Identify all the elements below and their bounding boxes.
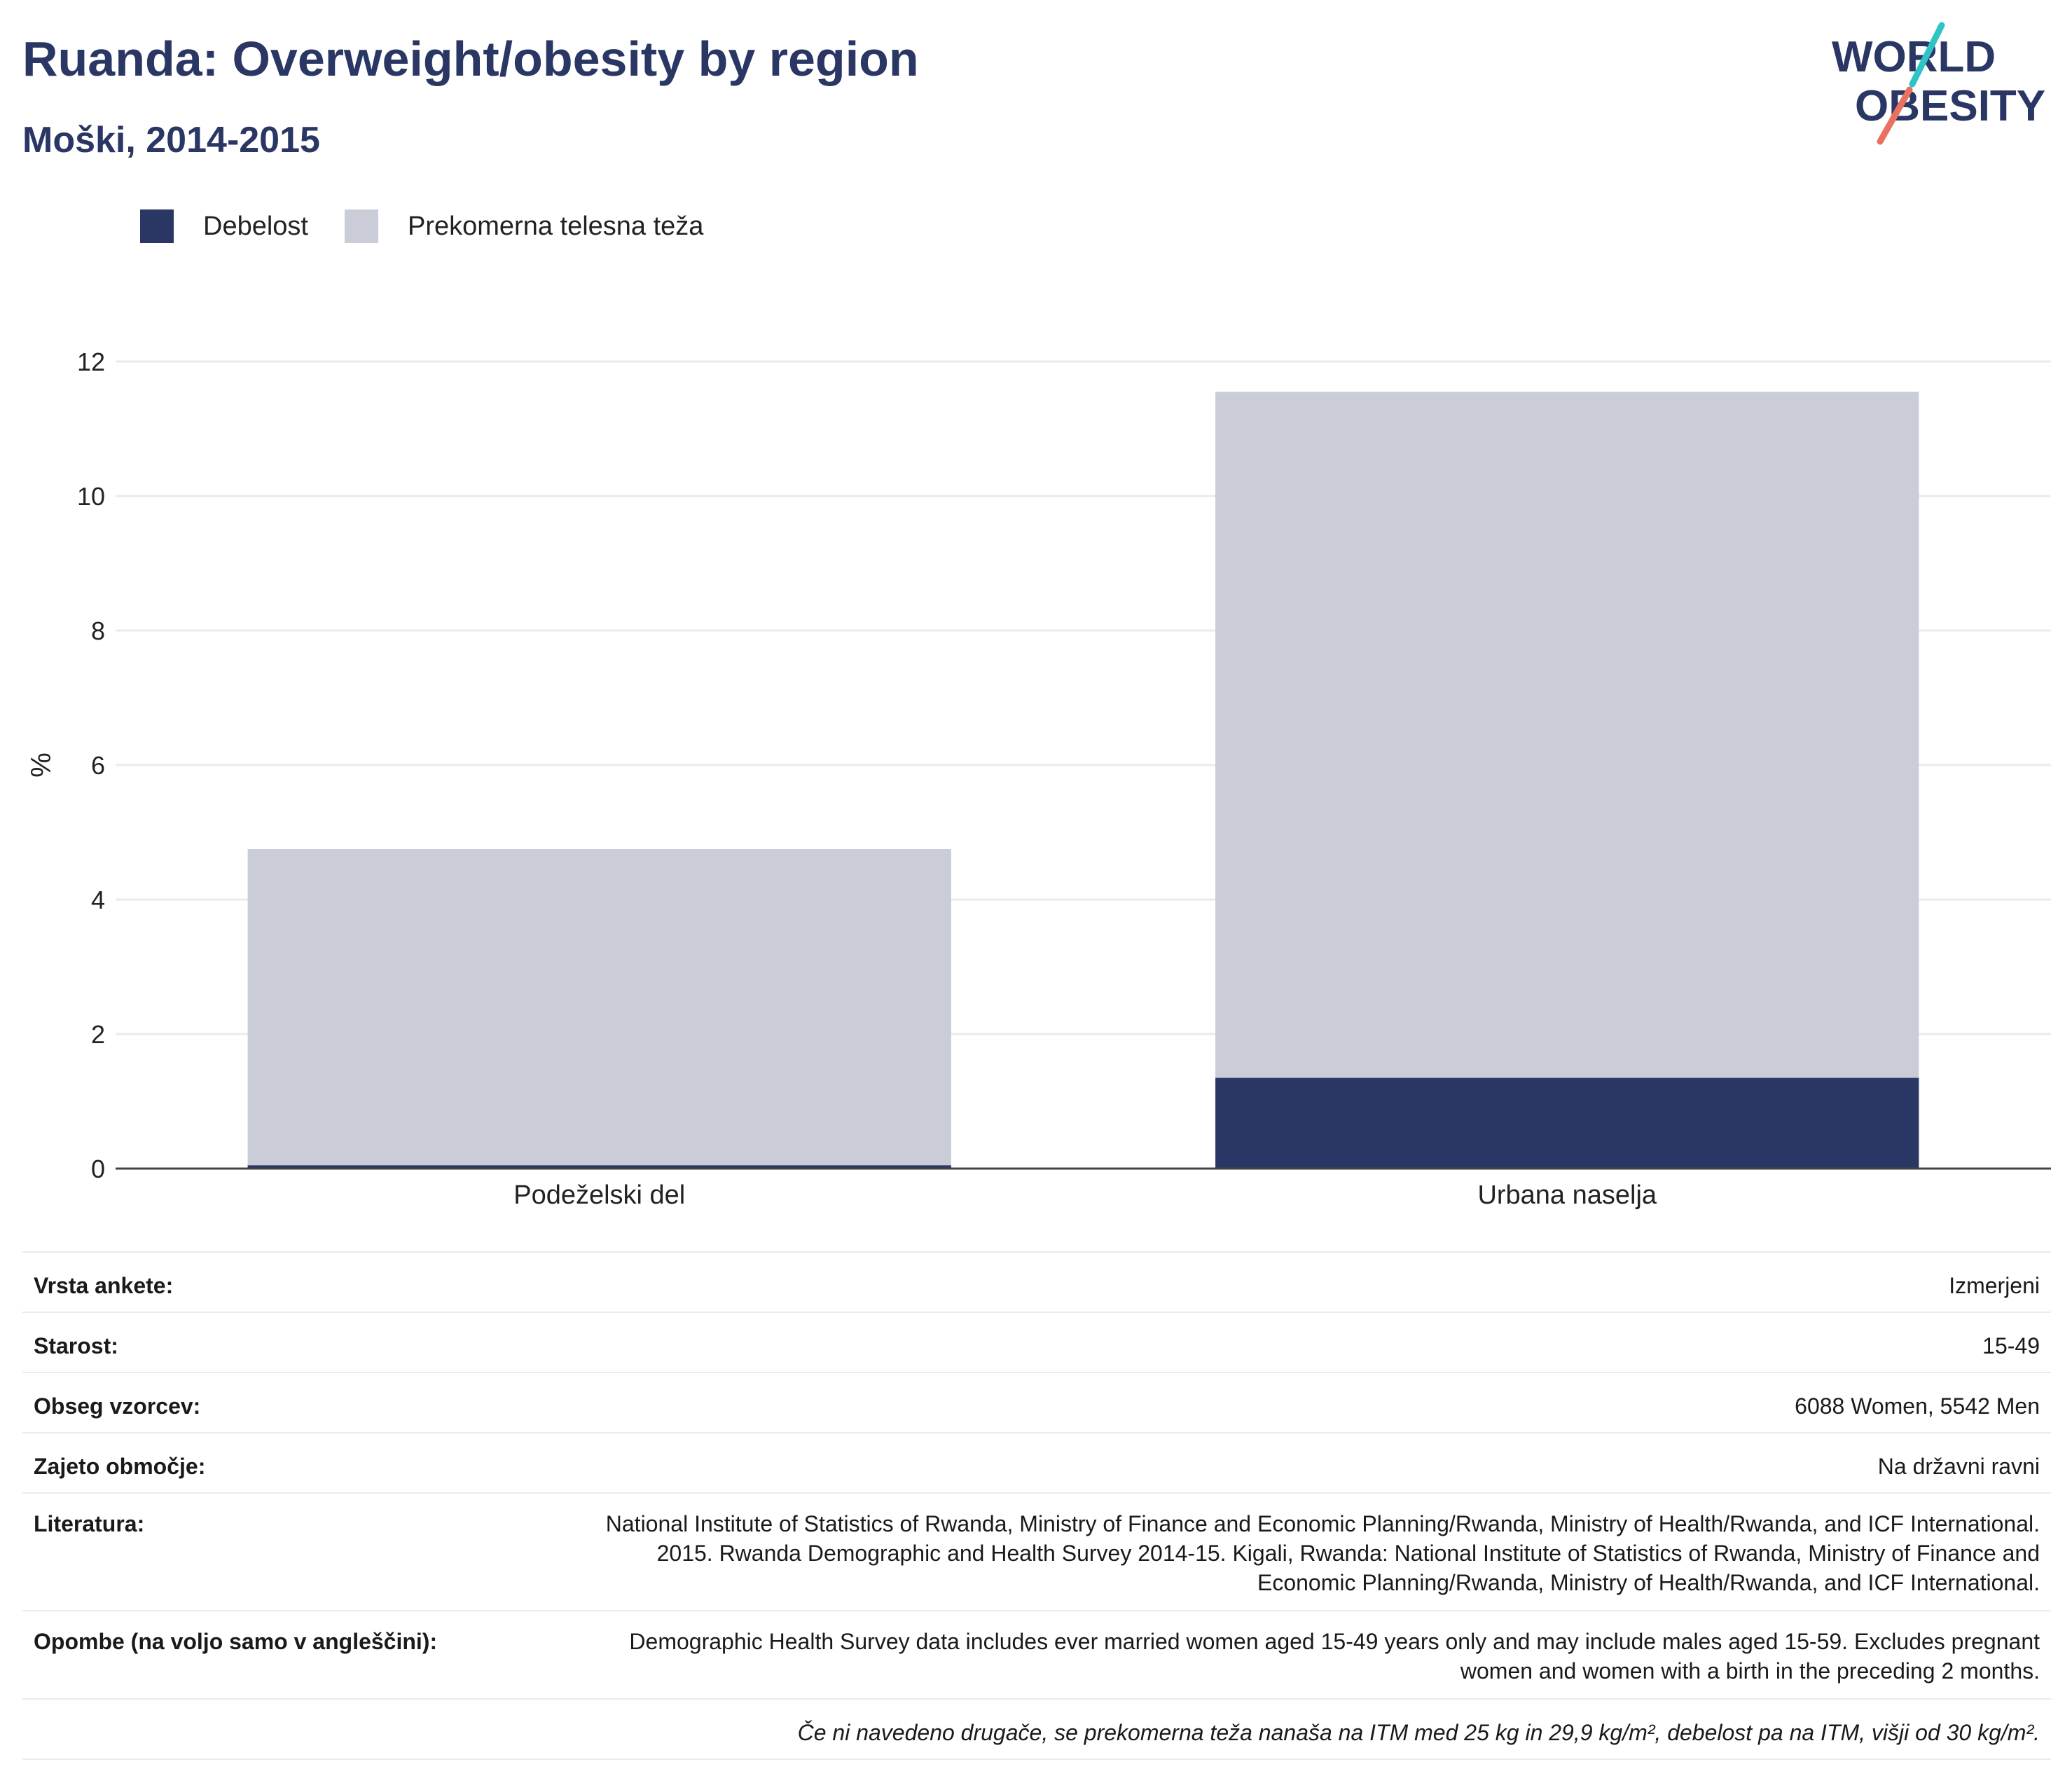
- y-axis-label: %: [26, 752, 57, 778]
- world-obesity-logo: WORLD OBESITY: [1832, 22, 2045, 145]
- chart-legend: Debelost Prekomerna telesna teža: [140, 209, 740, 244]
- logo-word-obesity: OBESITY: [1855, 82, 2045, 130]
- info-value: National Institute of Statistics of Rwan…: [577, 1492, 2051, 1611]
- bar-segment[interactable]: [1215, 1078, 1919, 1169]
- y-tick-label: 6: [91, 751, 105, 780]
- info-row-area-covered: Zajeto območje: Na državni ravni: [22, 1432, 2051, 1493]
- legend-swatch-obesity: [140, 209, 174, 243]
- bar-segment[interactable]: [247, 1165, 951, 1169]
- y-tick-label: 0: [91, 1155, 105, 1183]
- info-row-sample-size: Obseg vzorcev: 6088 Women, 5542 Men: [22, 1372, 2051, 1433]
- y-tick-label: 10: [77, 482, 105, 511]
- y-tick-label: 2: [91, 1020, 105, 1049]
- logo-slash-coral: [1877, 86, 1913, 145]
- y-tick-label: 8: [91, 617, 105, 645]
- info-row-age: Starost: 15-49: [22, 1312, 2051, 1372]
- page-title: Ruanda: Overweight/obesity by region: [22, 32, 919, 86]
- logo-slash-teal: [1909, 22, 1945, 88]
- info-row-notes: Opombe (na voljo samo v angleščini): Dem…: [22, 1610, 2051, 1699]
- bar-chart: 0 2 4 6 8 10 12% Podeželski del Urbana naselja: [26, 347, 2051, 1210]
- logo-word-world: WORLD: [1832, 33, 1996, 81]
- info-value: 6088 Women, 5542 Men: [577, 1372, 2051, 1433]
- legend-swatch-overweight: [344, 209, 378, 243]
- y-tick-label: 4: [91, 886, 105, 914]
- bar-segment[interactable]: [1215, 392, 1919, 1078]
- page-subtitle: Moški, 2014-2015: [22, 120, 320, 160]
- info-value: Demographic Health Survey data includes …: [577, 1610, 2051, 1699]
- info-value: Izmerjeni: [577, 1251, 2051, 1312]
- info-value: Na državni ravni: [577, 1432, 2051, 1493]
- bars: [247, 392, 1919, 1169]
- legend-item-obesity[interactable]: Debelost: [140, 209, 308, 243]
- legend-label-obesity: Debelost: [203, 211, 308, 241]
- x-tick-label: Podeželski del: [513, 1180, 685, 1210]
- info-label: Zajeto območje:: [22, 1432, 577, 1493]
- info-label: Vrsta ankete:: [22, 1251, 577, 1312]
- info-label: Obseg vzorcev:: [22, 1372, 577, 1433]
- info-label: Literatura:: [22, 1492, 577, 1611]
- info-row-footnote: Če ni navedeno drugače, se prekomerna te…: [22, 1698, 2051, 1760]
- bar-segment[interactable]: [247, 849, 951, 1166]
- x-tick-label: Urbana naselja: [1477, 1180, 1657, 1210]
- axes: 0 2 4 6 8 10 12% Podeželski del Urbana naselja: [26, 347, 2051, 1210]
- survey-info-table: Vrsta ankete: Izmerjeni Starost: 15-49 O…: [22, 1251, 2051, 1760]
- info-label: Opombe (na voljo samo v angleščini):: [22, 1610, 577, 1699]
- bmi-definition-footnote: Če ni navedeno drugače, se prekomerna te…: [22, 1698, 2051, 1760]
- info-row-references: Literatura: National Institute of Statis…: [22, 1492, 2051, 1611]
- legend-label-overweight: Prekomerna telesna teža: [407, 211, 704, 241]
- legend-item-overweight[interactable]: Prekomerna telesna teža: [344, 209, 704, 243]
- info-row-survey-type: Vrsta ankete: Izmerjeni: [22, 1251, 2051, 1312]
- info-label: Starost:: [22, 1312, 577, 1372]
- y-tick-label: 12: [77, 347, 105, 376]
- info-value: 15-49: [577, 1312, 2051, 1372]
